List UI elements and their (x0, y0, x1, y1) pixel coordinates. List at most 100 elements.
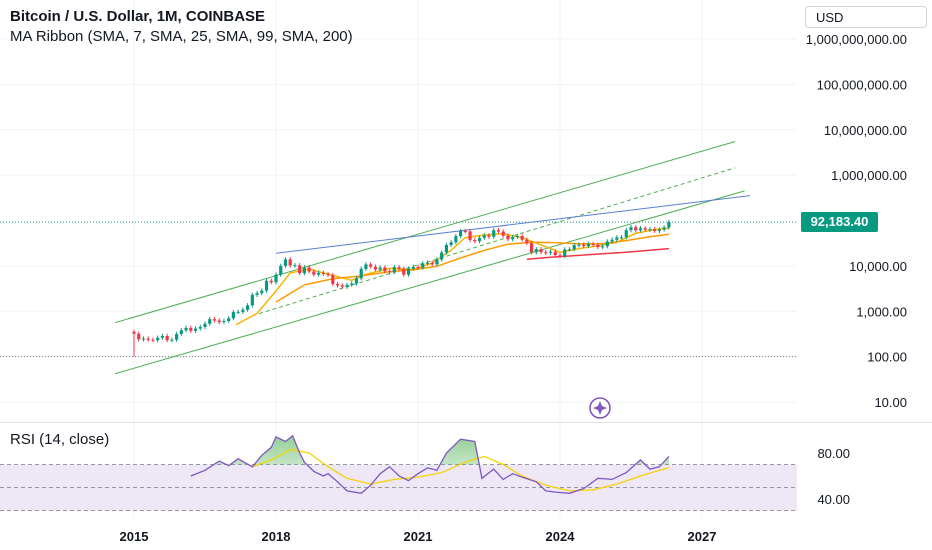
candle-body (624, 230, 628, 238)
candle-body (411, 266, 415, 269)
candle-body (208, 319, 212, 324)
sparkle-icon[interactable] (589, 397, 611, 419)
candle-body (246, 305, 250, 310)
candle-body (468, 231, 472, 240)
candle-body (577, 244, 581, 246)
candle-body (217, 320, 221, 323)
candle-body (227, 318, 231, 321)
candle-body (222, 320, 226, 323)
candle-body (662, 227, 666, 230)
candle-body (530, 243, 534, 253)
last-price-tag: 92,183.40 (801, 212, 878, 232)
rsi-ma-line (252, 448, 670, 492)
candle-body (288, 259, 292, 266)
candle-body (544, 252, 548, 254)
candle-body (520, 236, 524, 240)
candle-body (615, 237, 619, 240)
candle-body (170, 339, 174, 341)
candle-body (506, 235, 510, 240)
time-axis-label: 2015 (120, 529, 149, 544)
channel-lower-line (114, 190, 745, 375)
candle-body (638, 228, 643, 231)
candle-body (634, 227, 638, 231)
candle-body (444, 244, 448, 253)
candle-body (619, 237, 624, 239)
candle-body (388, 271, 392, 273)
symbol-title[interactable]: Bitcoin / U.S. Dollar, 1M, COINBASE (10, 8, 266, 25)
candle-body (511, 237, 515, 240)
candle-body (146, 338, 150, 340)
candle-body (137, 333, 141, 340)
candle-body (231, 312, 235, 319)
candle-body (373, 266, 377, 270)
candle-body (250, 294, 254, 306)
channel-middle-line (252, 167, 736, 317)
rsi-overbought-fill (190, 435, 669, 465)
candle-body (193, 328, 198, 331)
misc (589, 397, 611, 419)
price-axis-label: 10,000.00 (849, 259, 907, 274)
ma99-line (526, 247, 669, 260)
candle-body (643, 228, 647, 230)
candle-body (293, 265, 297, 267)
candle-body (605, 241, 609, 247)
candle-body (667, 222, 671, 228)
candle-body (264, 280, 269, 291)
candle-body (567, 249, 572, 251)
candle-body (312, 271, 316, 275)
candle-body (430, 262, 434, 265)
candle-body (648, 229, 652, 231)
price-axis-label: 1,000,000,000.00 (806, 32, 907, 47)
candle-body (515, 236, 519, 238)
candle-body (454, 236, 458, 243)
candle-body (369, 264, 373, 267)
candle-body (189, 327, 193, 331)
rsi-axis-label: 40.00 (817, 492, 850, 507)
candle-body (212, 319, 217, 321)
drawings[interactable] (114, 141, 751, 375)
candle-body (364, 264, 368, 269)
candle-body (653, 229, 657, 231)
rsi-line (190, 434, 670, 494)
candle-body (402, 268, 406, 275)
candle-body (141, 338, 146, 340)
rsi-axis-label: 80.00 (817, 446, 850, 461)
candle-body (160, 335, 164, 338)
time-axis-label: 2024 (546, 529, 576, 544)
candle-body (203, 323, 207, 327)
candle-body (487, 235, 491, 237)
candle-body (255, 293, 259, 295)
candle-body (321, 272, 325, 275)
price-axis-label: 100.00 (867, 350, 907, 365)
candle-body (501, 231, 505, 236)
candle-body (331, 274, 335, 284)
candle-body (440, 252, 444, 260)
rsi-indicator-label[interactable]: RSI (14, close) (10, 431, 110, 448)
candle-body (260, 290, 264, 294)
rsi-band (0, 464, 797, 511)
candle-body (274, 274, 278, 283)
candle-body (435, 259, 439, 265)
ma25-line (275, 233, 669, 303)
chart-legend: Bitcoin / U.S. Dollar, 1M, COINBASE MA R… (10, 7, 353, 47)
candle-body (463, 230, 467, 232)
candle-body (151, 339, 155, 341)
candle-body (350, 283, 354, 285)
candle-body (383, 267, 387, 272)
channel-upper-line (114, 141, 736, 324)
candle-body (477, 237, 482, 242)
candle-body (397, 267, 401, 269)
candle-body (459, 230, 463, 237)
candle-body (449, 242, 453, 245)
candle-body (582, 244, 586, 247)
rsi-lines (190, 434, 670, 494)
candle-body (558, 255, 562, 257)
candle-body (279, 265, 283, 275)
currency-button[interactable]: USD (805, 6, 927, 28)
indicator-label[interactable]: MA Ribbon (SMA, 7, SMA, 25, SMA, 99, SMA… (10, 28, 353, 45)
candle-body (335, 283, 340, 286)
candle-body (534, 249, 538, 253)
axes: 1,000,000,000.00 100,000,000.00 10,000,000… (120, 32, 907, 544)
price-axis-label: 1,000.00 (856, 304, 907, 319)
